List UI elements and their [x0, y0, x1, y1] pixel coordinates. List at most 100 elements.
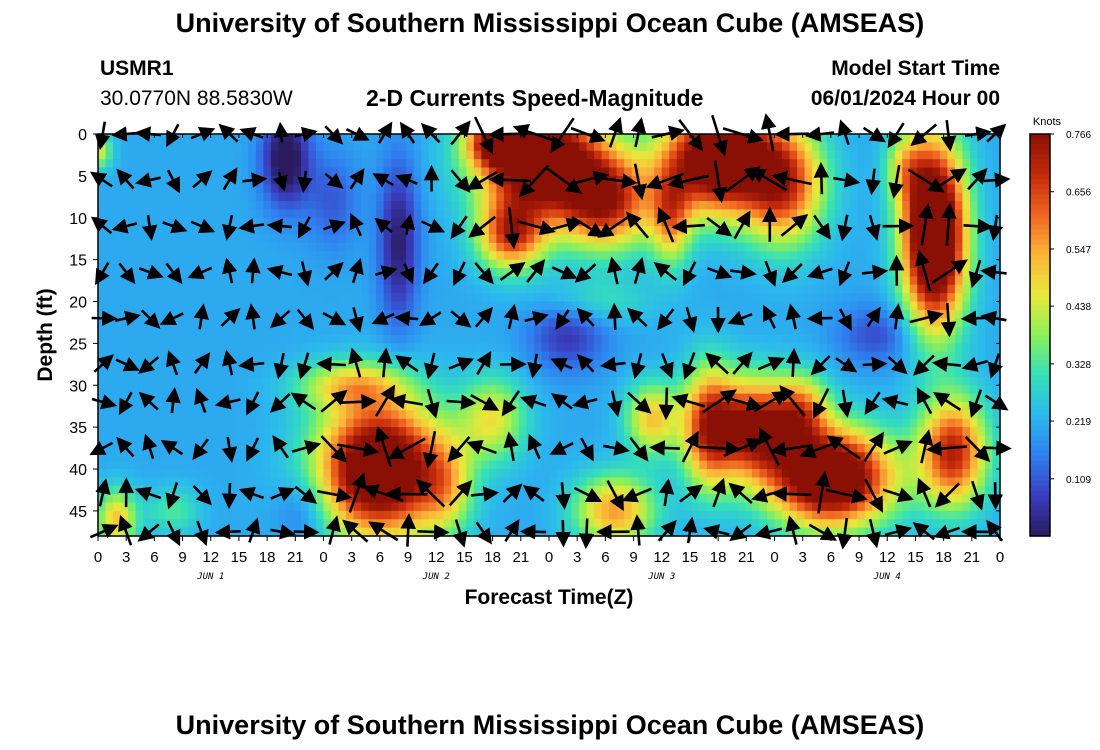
heatmap-cell [376, 242, 385, 252]
heatmap-cell [150, 309, 159, 319]
heatmap-cell [834, 452, 843, 462]
heatmap-cell [714, 159, 723, 169]
heatmap-cell [406, 192, 415, 202]
heatmap-cell [624, 134, 633, 143]
heatmap-cell [654, 142, 663, 152]
heatmap-cell [864, 510, 873, 520]
heatmap-cell [368, 259, 377, 269]
heatmap-cell [639, 301, 648, 311]
heatmap-cell [195, 469, 204, 478]
heatmap-cell [443, 351, 452, 361]
heatmap-cell [263, 301, 272, 311]
heatmap-cell [556, 418, 565, 428]
heatmap-cell [721, 301, 730, 311]
heatmap-cell [639, 276, 648, 286]
heatmap-cell [699, 201, 708, 210]
heatmap-cell [278, 301, 287, 311]
heatmap-cell [594, 376, 603, 386]
heatmap-cell [315, 175, 325, 185]
heatmap-cell [443, 519, 452, 529]
heatmap-cell [721, 385, 730, 395]
heatmap-cell [293, 268, 302, 277]
heatmap-cell [774, 435, 783, 445]
heatmap-cell [842, 393, 851, 403]
heatmap-cell [458, 134, 467, 143]
heatmap-cell [210, 435, 219, 445]
heatmap-cell [488, 360, 497, 370]
heatmap-cell [594, 418, 603, 428]
heatmap-cell [699, 435, 708, 445]
heatmap-cell [729, 452, 738, 462]
heatmap-cell [406, 234, 415, 244]
heatmap-cell [218, 360, 227, 370]
heatmap-cell [436, 142, 445, 152]
heatmap-cell [691, 402, 700, 411]
heatmap-cell [353, 494, 362, 504]
heatmap-cell [383, 368, 392, 378]
heatmap-cell [443, 402, 452, 411]
heatmap-cell [729, 134, 738, 143]
heatmap-cell [188, 402, 197, 411]
heatmap-cell [143, 184, 152, 194]
heatmap-cell [594, 318, 603, 328]
heatmap-cell [398, 519, 407, 529]
heatmap-cell [376, 360, 385, 370]
heatmap-cell [173, 209, 182, 219]
heatmap-cell [473, 167, 482, 177]
heatmap-cell [706, 226, 715, 236]
heatmap-cell [819, 242, 828, 252]
heatmap-cell [323, 418, 332, 428]
heatmap-cell [315, 184, 325, 194]
heatmap-cell [338, 351, 347, 361]
heatmap-cell [819, 184, 828, 194]
heatmap-cell [98, 251, 107, 261]
heatmap-cell [744, 469, 753, 478]
heatmap-cell [120, 276, 129, 286]
heatmap-cell [594, 410, 603, 420]
heatmap-cell [526, 309, 535, 319]
heatmap-cell [376, 376, 385, 386]
heatmap-cell [782, 460, 791, 470]
heatmap-cell [113, 301, 122, 311]
heatmap-cell [789, 402, 798, 411]
heatmap-cell [601, 385, 610, 395]
heatmap-cell [248, 159, 257, 169]
heatmap-cell [564, 494, 573, 504]
heatmap-cell [240, 150, 249, 160]
heatmap-cell [857, 435, 866, 445]
heatmap-cell [706, 159, 715, 169]
heatmap-cell [135, 209, 144, 219]
heatmap-cell [436, 427, 445, 437]
heatmap-cell [255, 351, 264, 361]
heatmap-cell [263, 435, 272, 445]
heatmap-cell [285, 452, 295, 462]
heatmap-cell [518, 242, 528, 252]
heatmap-cell [639, 385, 648, 395]
heatmap-cell [744, 527, 753, 537]
heatmap-cell [398, 259, 407, 269]
heatmap-cell [293, 184, 302, 194]
heatmap-cell [549, 301, 558, 311]
heatmap-cell [503, 368, 513, 378]
heatmap-cell [331, 276, 340, 286]
heatmap-cell [714, 284, 723, 294]
heatmap-cell [842, 293, 851, 303]
heatmap-cell [526, 226, 535, 236]
heatmap-cell [819, 259, 828, 269]
heatmap-cell [669, 318, 678, 328]
heatmap-cell [503, 510, 513, 520]
heatmap-cell [864, 226, 873, 236]
heatmap-cell [255, 469, 264, 478]
heatmap-cell [541, 293, 550, 303]
heatmap-cell [263, 485, 272, 495]
heatmap-cell [135, 167, 144, 177]
heatmap-cell [654, 477, 663, 487]
heatmap-cell [128, 510, 137, 520]
heatmap-cell [323, 259, 332, 269]
heatmap-cell [533, 134, 543, 143]
heatmap-cell [564, 519, 573, 529]
heatmap-cell [361, 410, 370, 420]
heatmap-cell [503, 150, 513, 160]
heatmap-cell [744, 335, 753, 344]
heatmap-cell [413, 410, 422, 420]
